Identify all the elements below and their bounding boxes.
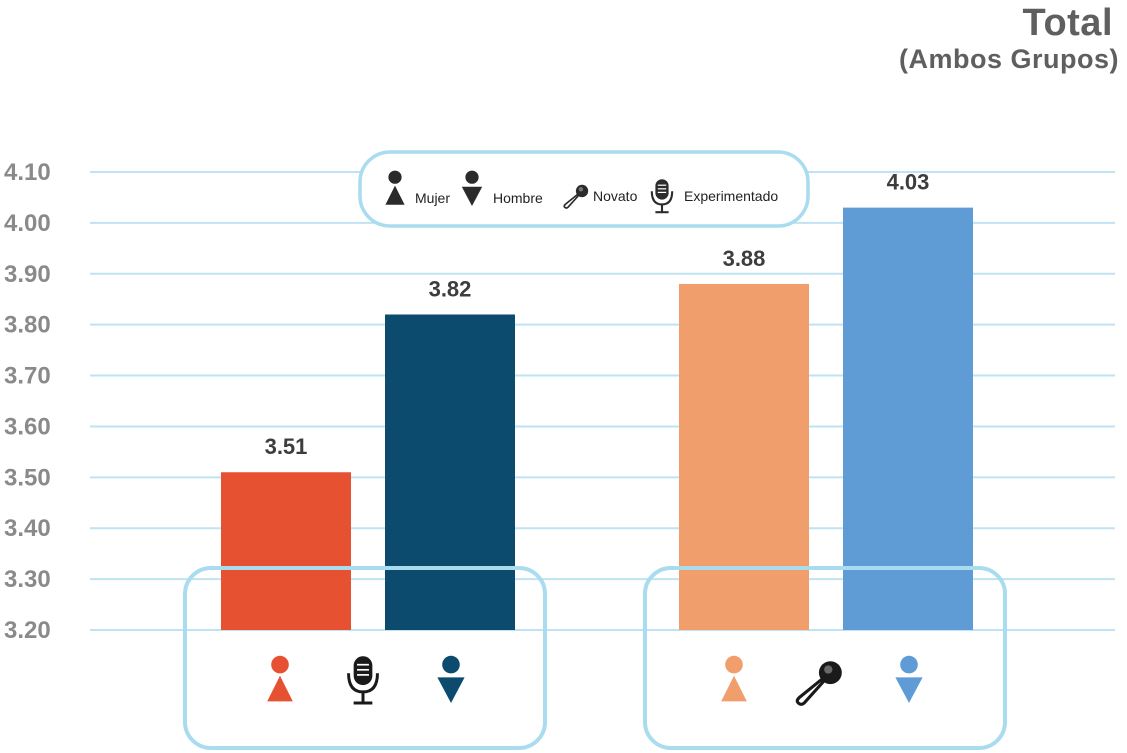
- bar-mujer-1: [679, 283, 809, 630]
- bars: [221, 207, 973, 630]
- y-tick-label: 3.90: [4, 261, 51, 288]
- handheld-microphone-icon: [795, 659, 844, 706]
- bar-value-label: 3.51: [265, 434, 308, 459]
- woman-icon: [267, 655, 293, 702]
- group-panel-right: [643, 566, 1007, 750]
- data-labels: 3.51 3.82 3.88 4.03: [265, 170, 930, 460]
- legend-label-mujer: Mujer: [415, 190, 450, 206]
- y-axis: 3.20 3.30 3.40 3.50 3.60 3.70 3.80 3.90 4.00 4.10: [4, 159, 51, 644]
- chart-subtitle: (Ambos Grupos): [899, 44, 1119, 74]
- y-tick-label: 3.80: [4, 312, 51, 339]
- bar-value-label: 4.03: [887, 170, 930, 195]
- legend-label-hombre: Hombre: [493, 190, 543, 206]
- chart-title: Total: [1022, 2, 1113, 44]
- y-tick-label: 4.10: [4, 159, 51, 186]
- man-icon: [895, 655, 923, 703]
- y-tick-label: 3.40: [4, 515, 51, 542]
- legend-item-experimentado: Experimentado: [650, 178, 778, 214]
- bar-mujer-0: [221, 472, 351, 630]
- group-frame-right: [643, 566, 1007, 750]
- studio-microphone-icon: [347, 654, 379, 705]
- bar-value-label: 3.82: [429, 276, 472, 301]
- y-tick-label: 4.00: [4, 210, 51, 237]
- y-tick-label: 3.70: [4, 363, 51, 390]
- man-icon: [437, 655, 465, 703]
- group-panel-left: [183, 566, 547, 750]
- group-frame-left: [183, 566, 547, 750]
- legend-item-mujer: Mujer: [385, 170, 450, 206]
- bar-hombre-0: [385, 314, 515, 630]
- legend-item-hombre: Hombre: [461, 170, 543, 206]
- woman-icon: [721, 655, 747, 702]
- bar-hombre-1: [843, 207, 973, 630]
- y-tick-label: 3.30: [4, 566, 51, 593]
- y-tick-label: 3.20: [4, 617, 51, 644]
- legend: Mujer Hombre Novato Experimentado: [358, 150, 810, 228]
- y-tick-label: 3.50: [4, 464, 51, 491]
- bar-value-label: 3.88: [723, 246, 766, 271]
- legend-label-novato: Novato: [593, 188, 638, 204]
- y-tick-label: 3.60: [4, 413, 51, 440]
- legend-item-novato: Novato: [563, 183, 638, 209]
- legend-label-experimentado: Experimentado: [684, 188, 778, 204]
